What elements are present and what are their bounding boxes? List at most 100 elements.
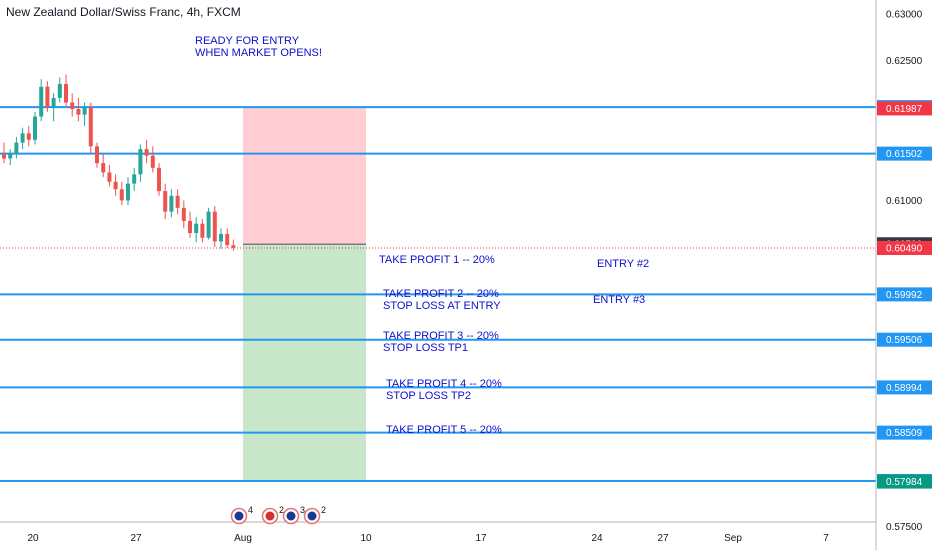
- candle-body: [126, 183, 130, 201]
- candle: [138, 144, 143, 182]
- candle-body: [76, 109, 81, 115]
- candle-body: [169, 195, 174, 212]
- event-badge-count: 4: [248, 505, 253, 515]
- candle: [163, 183, 168, 220]
- event-badge-count: 2: [279, 505, 284, 515]
- annotation-line: ENTRY #2: [597, 258, 650, 270]
- candle: [101, 153, 106, 178]
- target-zone: [243, 244, 366, 482]
- candle: [70, 93, 75, 117]
- annotation-line: WHEN MARKET OPENS!: [195, 47, 322, 59]
- price-tag-label: 0.61502: [886, 149, 923, 160]
- price-tag-bg: [877, 146, 932, 161]
- price-tag-bg: [877, 380, 932, 395]
- candle: [119, 181, 124, 206]
- nz-flag-icon-fill: [234, 511, 244, 521]
- candle-body: [132, 174, 137, 184]
- y-tick-label: 0.63000: [886, 9, 923, 20]
- price-tag: 0.57984: [877, 474, 932, 489]
- candle: [2, 142, 6, 164]
- candle-body: [95, 146, 99, 164]
- candle-body: [70, 102, 75, 110]
- candle-body: [2, 153, 6, 159]
- candle-body: [231, 245, 236, 248]
- candle: [219, 228, 223, 249]
- candle-body: [212, 211, 217, 242]
- candle-body: [200, 223, 205, 238]
- y-tick-label: 0.57500: [886, 522, 923, 533]
- annotation-line: STOP LOSS AT ENTRY: [383, 300, 501, 312]
- candle-body: [225, 233, 230, 246]
- candle: [39, 79, 44, 122]
- price-tag: 0.61502: [877, 146, 932, 161]
- candle: [76, 97, 81, 122]
- candle-body: [138, 149, 143, 175]
- candle-body: [88, 107, 93, 147]
- candle-body: [101, 163, 106, 173]
- y-tick-label: 0.61000: [886, 196, 923, 207]
- event-marker: 2: [303, 505, 326, 525]
- price-tag: 0.60490: [877, 240, 932, 255]
- annotation-line: TAKE PROFIT 1 -- 20%: [379, 254, 495, 266]
- candle: [95, 142, 99, 168]
- candle-body: [64, 83, 68, 103]
- candle: [188, 211, 192, 238]
- price-tag: 0.59506: [877, 332, 932, 347]
- candle-body: [206, 211, 211, 238]
- event-marker: 4: [230, 505, 253, 525]
- candle-body: [157, 167, 161, 192]
- candle: [194, 217, 199, 243]
- price-tag-label: 0.58994: [886, 383, 923, 394]
- candle: [175, 189, 180, 215]
- chart-title: New Zealand Dollar/Swiss Franc, 4h, FXCM: [6, 5, 241, 19]
- event-marker: 3: [282, 505, 305, 525]
- annotation-line: ENTRY #3: [593, 294, 646, 306]
- candle-body: [113, 181, 118, 190]
- x-tick-label: Aug: [234, 533, 252, 544]
- candle: [26, 125, 31, 147]
- candle-body: [39, 86, 44, 117]
- x-tick-label: 17: [475, 533, 487, 544]
- candle-body: [181, 207, 186, 221]
- candle: [20, 127, 25, 150]
- ch-flag-icon-fill: [265, 511, 275, 521]
- candle: [57, 77, 62, 103]
- candle: [231, 239, 236, 251]
- y-tick-label: 0.62500: [886, 56, 923, 67]
- candle: [144, 139, 149, 164]
- annotation-line: READY FOR ENTRY: [195, 35, 300, 47]
- candle: [113, 174, 118, 196]
- price-tag-label: 0.60490: [886, 243, 923, 254]
- stop-zone: [243, 107, 366, 245]
- candle: [150, 146, 155, 173]
- candle-body: [144, 149, 149, 156]
- candle-body: [219, 233, 223, 242]
- candle-body: [175, 195, 180, 208]
- candle-body: [33, 116, 37, 140]
- x-tick-label: 10: [360, 533, 372, 544]
- chart-annotation: ENTRY #2: [597, 258, 649, 270]
- candle: [33, 111, 37, 145]
- candle: [107, 165, 112, 187]
- annotation-line: TAKE PROFIT 3 -- 20%: [383, 330, 499, 342]
- x-tick-label: 24: [591, 533, 603, 544]
- chart-annotation: TAKE PROFIT 4 -- 20% STOP LOSS TP2: [386, 378, 502, 402]
- candle-body: [163, 191, 168, 212]
- candle: [206, 207, 211, 240]
- price-tag: 0.61987: [877, 101, 932, 116]
- candle: [126, 177, 130, 206]
- candle-body: [20, 133, 25, 143]
- chart-annotation: ENTRY #3: [593, 294, 645, 306]
- candle-body: [51, 97, 56, 108]
- candle-body: [188, 220, 192, 234]
- candle: [132, 167, 137, 192]
- price-tag: 0.59992: [877, 287, 932, 302]
- price-tag-label: 0.59992: [886, 290, 923, 301]
- price-tag-label: 0.57984: [886, 477, 923, 488]
- event-badge-count: 2: [321, 505, 326, 515]
- candle: [181, 200, 186, 229]
- price-tag-bg: [877, 101, 932, 116]
- candle-body: [150, 155, 155, 168]
